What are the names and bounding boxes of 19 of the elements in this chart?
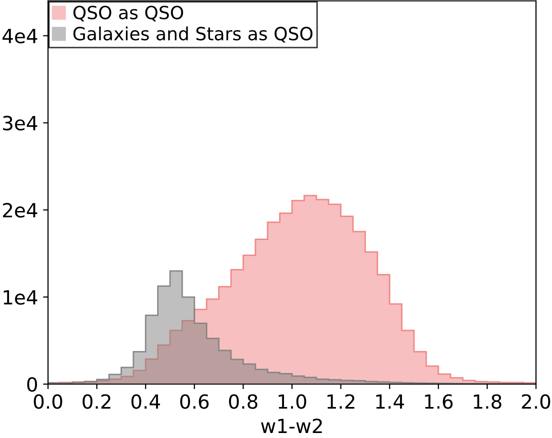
x-tick-label: 1.6 xyxy=(425,394,453,409)
legend-label: Galaxies and Stars as QSO xyxy=(73,26,312,43)
y-tick-label: 4e4 xyxy=(2,28,38,44)
x-tick-label: 1.8 xyxy=(474,394,502,409)
x-tick-label: 1.0 xyxy=(278,394,306,409)
y-tick-label: 3e4 xyxy=(3,116,38,130)
x-tick-label: 2.0 xyxy=(522,394,550,409)
x-tick-label: 0.4 xyxy=(131,394,160,409)
x-tick-label: 1.4 xyxy=(376,394,404,409)
x-tick-label: 0.6 xyxy=(180,394,209,409)
x-tick-label: 0.0 xyxy=(34,394,62,409)
x-axis-title: w1-w2 xyxy=(261,418,322,433)
y-tick-label: 0 xyxy=(27,377,38,392)
y-tick-label: 2e4 xyxy=(3,202,38,218)
x-tick-label: 1.2 xyxy=(327,394,354,409)
y-tick-label: 1e4 xyxy=(4,290,38,305)
x-tick-label: 0.8 xyxy=(229,394,258,409)
legend-label: QSO as QSO xyxy=(73,6,184,22)
x-tick-label: 0.2 xyxy=(82,394,110,409)
